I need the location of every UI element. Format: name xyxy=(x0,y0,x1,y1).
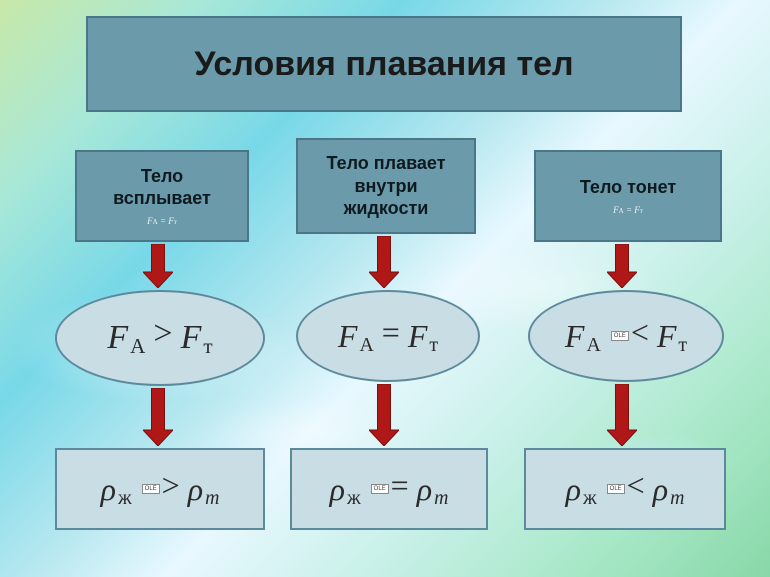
condition-header: Тело тонет FA = Fт xyxy=(534,150,722,242)
condition-header-line: жидкости xyxy=(344,197,429,220)
arrow-down-icon xyxy=(607,384,637,451)
condition-header-line: Тело плавает xyxy=(326,152,445,175)
arrow-down-icon xyxy=(369,236,399,293)
ole-placeholder: OLE xyxy=(607,484,625,494)
density-relation: ρжOLE>ρт xyxy=(55,448,265,530)
force-relation: FA>Fт xyxy=(55,290,265,386)
ole-placeholder: OLE xyxy=(371,484,389,494)
header-sub-equation: FA = Fт xyxy=(147,216,177,227)
condition-header-line: Тело тонет xyxy=(580,176,676,199)
condition-header: Теловсплывает FA = Fт xyxy=(75,150,249,242)
slide-title: Условия плавания тел xyxy=(86,16,682,112)
condition-header-line: внутри xyxy=(354,175,417,198)
header-sub-equation: FA = Fт xyxy=(613,205,643,216)
condition-header-line: Тело xyxy=(141,165,183,188)
arrow-down-icon xyxy=(369,384,399,451)
force-relation: FA=Fт xyxy=(296,290,480,382)
density-relation: ρжOLE<ρт xyxy=(524,448,726,530)
arrow-down-icon xyxy=(143,388,173,451)
condition-header: Тело плаваетвнутрижидкости xyxy=(296,138,476,234)
arrow-down-icon xyxy=(143,244,173,293)
ole-placeholder: OLE xyxy=(142,484,160,494)
arrow-down-icon xyxy=(607,244,637,293)
density-relation: ρжOLE=ρт xyxy=(290,448,488,530)
ole-placeholder: OLE xyxy=(611,331,629,341)
condition-header-line: всплывает xyxy=(113,187,211,210)
slide-title-text: Условия плавания тел xyxy=(194,45,573,84)
force-relation: FAOLE<Fт xyxy=(528,290,724,382)
